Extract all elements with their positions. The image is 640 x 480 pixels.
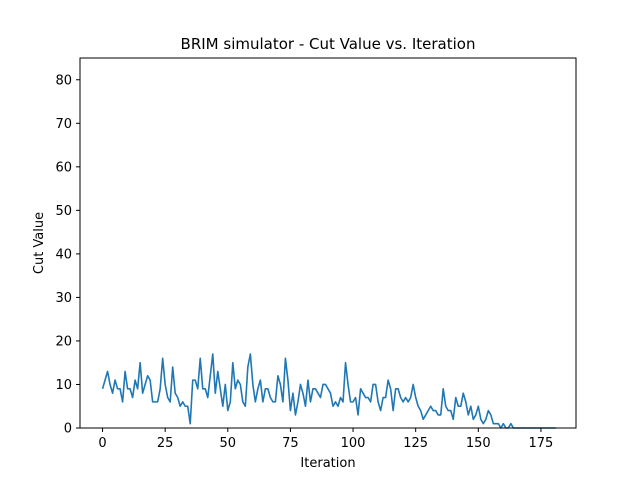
y-tick-label: 80 [55, 73, 72, 88]
x-tick-label: 150 [466, 436, 491, 451]
y-axis: 0 10 20 30 40 50 60 70 80 [55, 73, 80, 437]
x-axis-label: Iteration [300, 456, 355, 471]
plot-frame [79, 57, 577, 429]
y-tick-label: 40 [55, 247, 72, 262]
chart-title: BRIM simulator - Cut Value vs. Iteration [181, 35, 476, 53]
series-line-0 [101, 353, 556, 429]
y-tick-label: 20 [55, 334, 72, 349]
x-tick-label: 75 [282, 436, 299, 451]
x-tick-label: 175 [529, 436, 554, 451]
y-tick-label: 0 [64, 422, 72, 437]
series-layer [101, 353, 556, 429]
x-tick-label: 50 [220, 436, 237, 451]
y-tick-label: 50 [55, 204, 72, 219]
x-tick-label: 0 [98, 436, 106, 451]
y-tick-label: 70 [55, 117, 72, 132]
y-axis-label: Cut Value [32, 212, 47, 274]
x-tick-label: 25 [157, 436, 174, 451]
y-tick-label: 60 [55, 160, 72, 175]
x-tick-label: 100 [341, 436, 366, 451]
y-tick-label: 10 [55, 378, 72, 393]
x-axis: 0 25 50 75 100 125 150 175 [98, 428, 553, 451]
x-tick-label: 125 [403, 436, 428, 451]
y-tick-label: 30 [55, 291, 72, 306]
